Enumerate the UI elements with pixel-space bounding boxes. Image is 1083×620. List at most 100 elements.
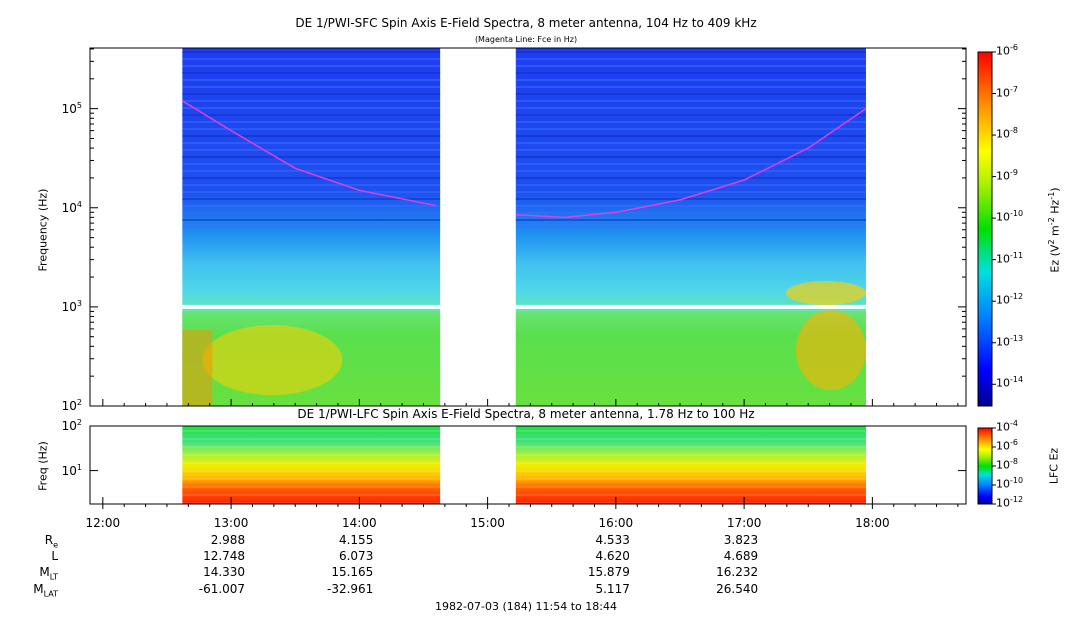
sfc-striation [515, 198, 866, 200]
sfc-striation [515, 219, 866, 221]
sfc-striation [515, 135, 866, 137]
sfc-striation [515, 191, 866, 193]
x-tick-label: 17:00 [726, 516, 762, 530]
sfc-striation [515, 79, 866, 81]
sfc-striation [182, 226, 441, 228]
sfc-colorbar-tick-label: 10-11 [996, 250, 1024, 266]
ephemeris-value: 4.533 [595, 533, 630, 547]
sfc-striation [515, 107, 866, 109]
sfc-striation [182, 114, 441, 116]
lfc-colorbar-tick-label: 10-4 [996, 419, 1018, 434]
sfc-striation [182, 93, 441, 95]
sfc-hotspot [785, 281, 866, 305]
sfc-striation [182, 135, 441, 137]
sfc-gap-line [515, 304, 866, 309]
sfc-hotspot [795, 310, 866, 390]
lfc-striation [515, 478, 866, 480]
sfc-y-tick-label: 105 [61, 100, 82, 116]
fce-line-segment-0 [181, 100, 437, 207]
fce-line-segment-1 [515, 107, 867, 219]
ephemeris-row-label: L [51, 549, 58, 563]
sfc-striation [182, 72, 441, 74]
sfc-hotspot [182, 330, 213, 406]
ephemeris-value: 15.165 [331, 565, 374, 579]
sfc-y-tick-label: 102 [61, 398, 82, 413]
ephemeris-value: 4.689 [723, 549, 759, 563]
lfc-colorbar-tick-label: 10-12 [996, 495, 1024, 510]
sfc-striation [182, 212, 441, 214]
sfc-colorbar-tick-label: 10-10 [996, 209, 1024, 224]
sfc-title: DE 1/PWI-SFC Spin Axis E-Field Spectra, … [295, 16, 757, 30]
lfc-data-block-1 [515, 426, 866, 504]
sfc-colorbar-tick-label: 10-7 [996, 84, 1018, 100]
axes-layer [89, 47, 996, 509]
sfc-striation [515, 114, 866, 116]
sfc-striation [515, 163, 866, 165]
sfc-striation [182, 100, 441, 102]
sfc-striation [515, 226, 866, 228]
ephemeris-value: 2.988 [210, 533, 246, 547]
lfc-striation [515, 446, 866, 448]
x-tick-label: 18:00 [855, 516, 890, 530]
ephemeris-value: 4.620 [595, 549, 630, 563]
lfc-striation [515, 430, 866, 432]
sfc-striation [182, 156, 441, 158]
lfc-striation [515, 454, 866, 456]
sfc-striation [182, 142, 441, 144]
sfc-striation [515, 212, 866, 214]
x-tick-label: 12:00 [85, 516, 121, 530]
ephemeris-value: 3.823 [723, 533, 759, 547]
lfc-striation [182, 438, 441, 440]
sfc-striation [182, 149, 441, 151]
ephemeris-value: 12.748 [203, 549, 246, 563]
ephemeris-value: 4.155 [338, 533, 374, 547]
sfc-striation [182, 219, 441, 221]
ephemeris-value: -32.961 [327, 582, 374, 596]
sfc-hotspot [202, 325, 343, 395]
sfc-striation [182, 128, 441, 130]
ephemeris-value: 14.330 [203, 565, 246, 579]
lfc-striation [182, 494, 441, 496]
x-tick-label: 15:00 [470, 516, 505, 530]
ephemeris-row-label: MLT [39, 565, 58, 582]
sfc-striation [515, 58, 866, 60]
sfc-striation [515, 93, 866, 95]
sfc-striation [182, 191, 441, 193]
lfc-colorbar-tick-label: 10-8 [996, 457, 1018, 472]
sfc-striation [182, 170, 441, 172]
lfc-striation [182, 430, 441, 432]
footer-time-range: 1982-07-03 (184) 11:54 to 18:44 [435, 600, 617, 613]
sfc-striation [182, 177, 441, 179]
sfc-striation [182, 163, 441, 165]
sfc-striation [515, 149, 866, 151]
lfc-striation [515, 470, 866, 472]
sfc-striation [515, 142, 866, 144]
lfc-striation [182, 470, 441, 472]
ephemeris-value: 16.232 [716, 565, 759, 579]
sfc-colorbar [977, 51, 993, 407]
lfc-y-tick-label: 102 [61, 418, 82, 433]
ephemeris-value: 6.073 [338, 549, 374, 563]
ephemeris-value: -61.007 [198, 582, 246, 596]
sfc-colorbar-tick-label: 10-9 [996, 167, 1018, 183]
sfc-colorbar-tick-label: 10-6 [996, 43, 1018, 58]
lfc-striation [515, 462, 866, 464]
sfc-panel-frame [89, 47, 967, 407]
lfc-striation [182, 478, 441, 480]
lfc-colorbar-tick-label: 10-10 [996, 476, 1024, 491]
sfc-striation [182, 205, 441, 207]
lfc-title: DE 1/PWI-LFC Spin Axis E-Field Spectra, … [297, 407, 755, 421]
sfc-striation [515, 121, 866, 123]
sfc-colorbar-tick-label: 10-8 [996, 126, 1018, 141]
sfc-striation [182, 58, 441, 60]
sfc-striation [182, 65, 441, 67]
ephemeris-value: 26.540 [716, 582, 759, 596]
lfc-striation [182, 502, 441, 504]
lfc-data-block-0 [182, 426, 441, 504]
lfc-striation [182, 462, 441, 464]
sfc-colorbar-tick-label: 10-14 [996, 375, 1024, 390]
sfc-striation [515, 177, 866, 179]
sfc-y-tick-label: 103 [61, 298, 82, 314]
sfc-striation [515, 51, 866, 53]
